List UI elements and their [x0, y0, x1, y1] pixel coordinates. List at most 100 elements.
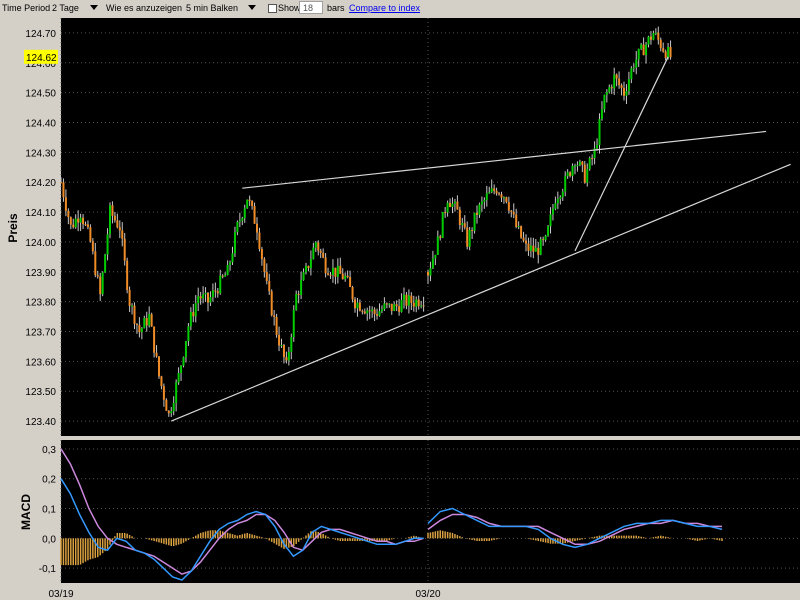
candle-body	[630, 68, 633, 80]
candle-body	[505, 197, 508, 202]
candle-body	[493, 188, 496, 191]
candle-body	[86, 224, 89, 228]
candle-body	[647, 36, 650, 45]
candle-body	[69, 217, 72, 225]
candle-body	[104, 254, 107, 273]
macd-tick-label: 0,0	[42, 534, 56, 545]
candle-body	[241, 218, 244, 221]
candle-body	[578, 161, 581, 165]
candle-body	[659, 39, 662, 49]
candle-body	[420, 305, 423, 307]
candle-body	[111, 205, 114, 216]
candle-body	[118, 227, 121, 231]
time-period-label: Time Period	[2, 3, 51, 13]
price-tick-label: 123.90	[25, 268, 56, 279]
candle-body	[138, 324, 141, 333]
show-label: Show	[278, 3, 301, 13]
candle-body	[388, 303, 391, 305]
candle-body	[395, 304, 398, 307]
candle-body	[542, 239, 545, 241]
candle-body	[586, 169, 589, 183]
candle-body	[180, 365, 183, 374]
candle-body	[598, 119, 601, 145]
candle-body	[60, 182, 62, 184]
macd-axis-title: MACD	[19, 494, 33, 530]
candle-body	[657, 32, 660, 40]
candle-body	[145, 318, 148, 326]
candle-body	[453, 201, 456, 204]
time-axis: 03/19 03/20	[48, 589, 440, 600]
candle-body	[605, 92, 608, 95]
macd-line	[427, 507, 723, 549]
candle-body	[407, 295, 410, 306]
candle-body	[140, 328, 143, 333]
candle-body	[539, 239, 542, 255]
candle-body	[341, 273, 344, 280]
candle-body	[273, 315, 276, 317]
candle-body	[566, 172, 569, 177]
macd-tick-label: -0,1	[39, 564, 57, 575]
candle-body	[483, 199, 486, 202]
candle-body	[485, 193, 488, 200]
candle-body	[99, 276, 102, 295]
display-mode-value: 5 min Balken	[186, 3, 239, 13]
candle-body	[427, 271, 429, 276]
candle-body	[143, 318, 146, 329]
candle-body	[62, 182, 65, 198]
candle-body	[64, 197, 67, 211]
candle-body	[305, 265, 307, 273]
candle-body	[449, 202, 452, 207]
candle-body	[155, 352, 158, 357]
bars-count-input[interactable]: 18	[299, 1, 323, 14]
candle-body	[128, 290, 131, 306]
candle-body	[260, 248, 263, 260]
candle-body	[564, 176, 567, 192]
candle-body	[72, 224, 75, 228]
compare-to-index-link[interactable]: Compare to index	[349, 3, 421, 13]
candle-body	[282, 345, 285, 358]
candle-body	[473, 212, 476, 231]
candle-body	[478, 204, 481, 215]
candle-body	[527, 243, 530, 251]
candle-body	[637, 48, 640, 60]
candle-body	[498, 193, 501, 195]
candle-body	[214, 290, 217, 292]
candle-body	[515, 214, 518, 227]
candle-body	[434, 254, 437, 259]
candle-body	[67, 210, 70, 218]
price-tick-label: 124.10	[25, 208, 56, 219]
price-tick-label: 123.80	[25, 298, 56, 309]
candle-body	[623, 87, 625, 96]
candle-body	[561, 191, 564, 198]
candle-body	[422, 305, 425, 307]
price-tick-label: 124.60	[25, 59, 56, 70]
candle-body	[571, 165, 574, 176]
candle-body	[403, 294, 405, 301]
candle-body	[400, 300, 403, 312]
candle-body	[502, 197, 505, 199]
candle-body	[640, 44, 643, 49]
candle-body	[613, 74, 616, 89]
candle-body	[278, 334, 281, 346]
candle-body	[131, 305, 134, 307]
macd-axis: -0,1 0,0 0,1 0,2 0,3	[39, 445, 57, 575]
macd-indicator	[60, 448, 723, 581]
candle-body	[417, 299, 420, 307]
candle-body	[551, 208, 554, 215]
candle-body	[327, 273, 330, 275]
show-checkbox[interactable]	[268, 4, 277, 13]
candle-body	[91, 241, 94, 252]
candle-body	[177, 373, 180, 383]
candle-body	[246, 199, 249, 209]
time-period-select[interactable]: 2 Tage	[50, 1, 100, 15]
macd-tick-label: 0,1	[42, 505, 56, 516]
time-tick-label: 03/19	[48, 589, 73, 600]
trendline	[242, 130, 767, 189]
candle-body	[238, 220, 241, 223]
candle-body	[312, 247, 315, 260]
candle-body	[101, 272, 104, 295]
candle-body	[441, 212, 444, 238]
display-mode-select[interactable]: 5 min Balken	[184, 1, 258, 15]
candle-body	[593, 148, 596, 159]
price-tick-label: 124.70	[25, 29, 56, 40]
